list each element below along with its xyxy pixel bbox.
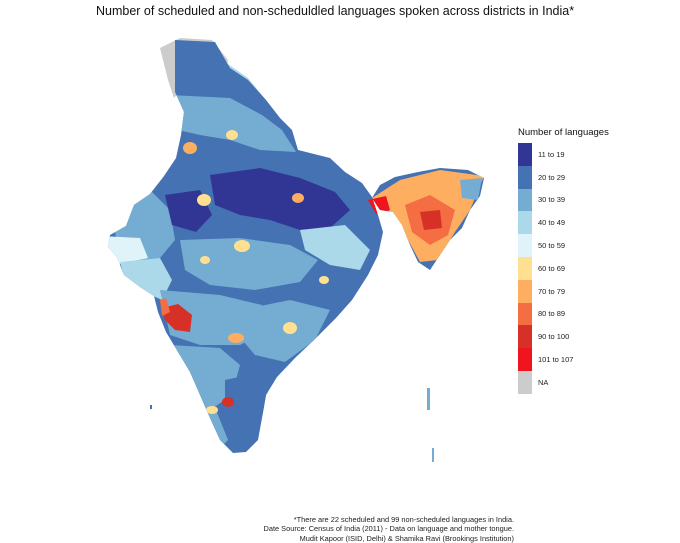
region-himalaya [170,95,296,152]
legend-label: 20 to 29 [538,172,566,182]
region-patch [183,142,197,154]
legend-item: 101 to 107 [518,348,609,371]
region-patch [197,194,211,206]
legend-swatch [518,143,532,166]
region-patch [283,322,297,334]
footnote-line: Mudit Kapoor (ISID, Delhi) & Shamika Rav… [299,533,514,543]
legend-swatch [518,256,532,280]
legend-item: 80 to 89 [518,302,609,326]
region-northeast-red [420,210,442,230]
region-patch [200,256,210,264]
legend: Number of languages 11 to 19 20 to 29 30 t… [518,127,609,394]
legend-label: 80 to 89 [538,309,566,319]
andaman-islands [427,388,430,410]
region-patch [319,276,329,284]
legend-item: 90 to 100 [518,325,609,349]
legend-swatch [518,234,532,257]
legend-label: 90 to 100 [538,332,570,342]
legend-swatch [518,188,532,212]
legend-swatch [518,348,532,371]
legend-label: 60 to 69 [538,263,566,273]
legend-swatch [518,279,532,303]
footnote-line: *There are 22 scheduled and 99 non-sched… [293,515,514,524]
lakshadweep [150,405,152,409]
legend-swatch [518,211,532,235]
legend-swatch [518,370,532,394]
region-east-light [300,225,370,270]
legend-swatch [518,325,532,349]
region-tamilnadu [225,372,270,448]
region-mumbai-ring [160,298,170,316]
legend-item: 60 to 69 [518,256,609,280]
region-patch [226,130,238,140]
region-gujarat [120,258,172,300]
legend-item: NA [518,370,609,394]
footnote-line: Date Source: Census of India (2011) - Da… [263,524,514,534]
region-karnataka [170,345,240,410]
region-patch [292,193,304,203]
legend-items: 11 to 19 20 to 29 30 to 39 40 to 49 50 to 59… [518,143,609,394]
legend-item: 30 to 39 [518,188,609,212]
footnotes: *There are 22 scheduled and 99 non-sched… [264,515,514,543]
legend-title: Number of languages [518,127,609,138]
region-patch [228,333,244,343]
legend-item: 70 to 79 [518,279,609,303]
legend-item: 40 to 49 [518,211,609,235]
nicobar-islands [432,448,434,462]
region-gangetic-core [210,168,350,230]
region-patch [222,397,234,407]
legend-label: 70 to 79 [538,286,566,296]
region-patch [234,240,250,252]
region-central [180,238,318,290]
legend-swatch [518,302,532,326]
legend-label: 11 to 19 [538,149,565,159]
legend-item: 50 to 59 [518,234,609,257]
legend-label: 40 to 49 [538,218,566,228]
legend-label: 50 to 59 [538,241,566,251]
legend-label: 30 to 39 [538,195,566,205]
legend-swatch [518,165,532,189]
region-patch [206,406,218,414]
legend-item: 11 to 19 [518,143,609,166]
region-northeast-blue [460,178,482,200]
legend-label: 101 to 107 [538,355,574,365]
map-title: Number of scheduled and non-scheduldled … [96,4,575,18]
legend-label: NA [538,377,549,387]
legend-item: 20 to 29 [518,165,609,189]
